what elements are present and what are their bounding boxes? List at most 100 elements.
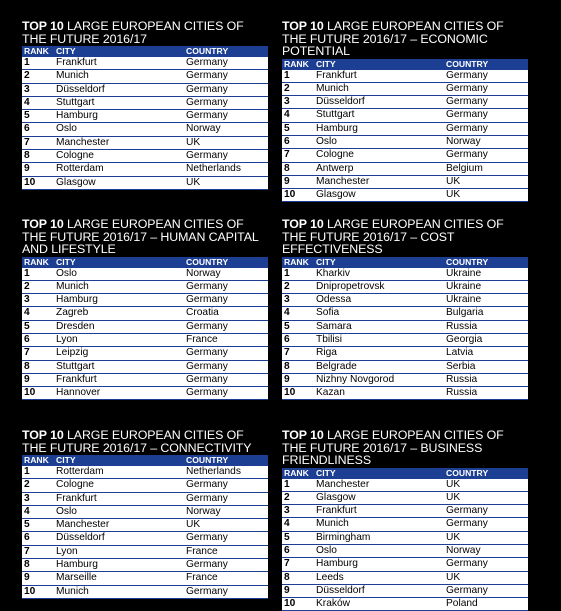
country-cell: Germany (184, 320, 268, 334)
table-row: 3 Frankfurt Germany (282, 504, 528, 519)
city-cell: Munich (54, 280, 184, 295)
panel-title-top10: TOP 10 (282, 428, 324, 442)
rank-cell: 1 (282, 267, 314, 281)
country-cell: Germany (184, 346, 268, 361)
rank-cell: 9 (282, 373, 314, 388)
table-header-row: RANK CITY COUNTRY (282, 58, 528, 70)
country-cell: Germany (184, 109, 268, 124)
city-cell: Hannover (54, 386, 184, 401)
table-row: 6 Tbilisi Georgia (282, 333, 528, 348)
city-cell: Manchester (54, 136, 184, 151)
panel-title: TOP 10 LARGE EUROPEAN CITIES OF THE FUTU… (282, 218, 528, 256)
column-header-rank: RANK (22, 46, 54, 57)
city-cell: Frankfurt (54, 373, 184, 388)
panel-title-top10: TOP 10 (22, 217, 64, 231)
rank-cell: 5 (22, 518, 54, 533)
table-row: 6 Oslo Norway (282, 544, 528, 559)
country-cell: Poland (444, 597, 528, 611)
rank-cell: 3 (282, 95, 314, 110)
country-cell: Georgia (444, 333, 528, 348)
city-cell: Dnipropetrovsk (314, 280, 444, 295)
rank-cell: 9 (282, 175, 314, 190)
table-row: 10 Glasgow UK (22, 176, 268, 190)
country-cell: Germany (184, 96, 268, 111)
table-row: 9 Rotterdam Netherlands (22, 162, 268, 177)
column-header-city: CITY (314, 58, 444, 70)
rank-cell: 6 (282, 135, 314, 150)
rank-cell: 1 (282, 69, 314, 83)
table-row: 3 Düsseldorf Germany (22, 83, 268, 97)
rank-cell: 5 (282, 531, 314, 545)
table-row: 7 Leipzig Germany (22, 346, 268, 361)
country-cell: Belgium (444, 162, 528, 176)
table-row: 10 Kazan Russia (282, 386, 528, 401)
country-cell: Germany (444, 504, 528, 519)
city-cell: Frankfurt (54, 57, 184, 71)
rank-cell: 10 (282, 188, 314, 203)
city-cell: Antwerp (314, 162, 444, 176)
rank-cell: 8 (22, 558, 54, 573)
table-row: 3 Düsseldorf Germany (282, 95, 528, 110)
table-row: 8 Belgrade Serbia (282, 360, 528, 374)
table-row: 2 Glasgow UK (282, 491, 528, 506)
table-header-row: RANK CITY COUNTRY (22, 455, 268, 466)
column-header-city: CITY (54, 455, 184, 466)
country-cell: Germany (444, 95, 528, 110)
country-cell: Germany (184, 478, 268, 493)
table-header-row: RANK CITY COUNTRY (22, 256, 268, 268)
country-cell: Germany (444, 584, 528, 599)
country-cell: France (184, 545, 268, 560)
table-row: 4 Stuttgart Germany (282, 108, 528, 123)
city-cell: Stuttgart (54, 360, 184, 374)
table-row: 7 Riga Latvia (282, 346, 528, 361)
city-cell: Stuttgart (54, 96, 184, 111)
city-cell: Frankfurt (314, 504, 444, 519)
table-row: 6 Düsseldorf Germany (22, 531, 268, 546)
table-row: 4 Stuttgart Germany (22, 96, 268, 111)
table-header-row: RANK CITY COUNTRY (22, 46, 268, 57)
country-cell: Germany (184, 492, 268, 506)
rank-cell: 5 (282, 320, 314, 334)
city-cell: Oslo (54, 267, 184, 281)
rank-cell: 10 (22, 176, 54, 190)
table-row: 8 Cologne Germany (22, 149, 268, 164)
table-row: 1 Frankfurt Germany (22, 57, 268, 71)
country-cell: Norway (184, 122, 268, 137)
rank-cell: 9 (22, 571, 54, 586)
table-row: 9 Manchester UK (282, 175, 528, 190)
rank-cell: 7 (282, 148, 314, 163)
rank-cell: 1 (22, 57, 54, 71)
city-cell: Munich (314, 82, 444, 97)
table-row: 6 Oslo Norway (282, 135, 528, 150)
city-cell: Cologne (314, 148, 444, 163)
table-row: 5 Birmingham UK (282, 531, 528, 545)
city-cell: Zagreb (54, 306, 184, 321)
rank-cell: 7 (22, 136, 54, 151)
rank-cell: 4 (282, 517, 314, 532)
country-cell: Germany (184, 83, 268, 97)
country-cell: Germany (184, 293, 268, 308)
rank-cell: 6 (282, 544, 314, 559)
rank-cell: 1 (22, 466, 54, 480)
table-row: 8 Hamburg Germany (22, 558, 268, 573)
city-cell: Lyon (54, 545, 184, 560)
ranking-table: RANK CITY COUNTRY 1 Oslo Norway 2 Munich Germ… (22, 256, 268, 401)
ranking-table: RANK CITY COUNTRY 1 Kharkiv Ukraine 2 Dnipro… (282, 256, 528, 401)
city-cell: Glasgow (314, 491, 444, 506)
city-cell: Glasgow (54, 176, 184, 190)
country-cell: Ukraine (444, 267, 528, 281)
city-cell: Leipzig (54, 346, 184, 361)
table-row: 3 Frankfurt Germany (22, 492, 268, 506)
city-cell: Munich (314, 517, 444, 532)
panel-overall: TOP 10 LARGE EUROPEAN CITIES OF THE FUTU… (22, 20, 268, 190)
table-row: 2 Cologne Germany (22, 478, 268, 493)
panel-title-text: LARGE EUROPEAN CITIES OF THE FUTURE 2016… (22, 217, 259, 256)
country-cell: Russia (444, 320, 528, 334)
rank-cell: 4 (22, 306, 54, 321)
rank-cell: 1 (282, 478, 314, 492)
panel-title-text: LARGE EUROPEAN CITIES OF THE FUTURE 2016… (22, 428, 252, 455)
country-cell: Germany (444, 82, 528, 97)
table-row: 10 Glasgow UK (282, 188, 528, 203)
city-cell: Glasgow (314, 188, 444, 203)
panel-title: TOP 10 LARGE EUROPEAN CITIES OF THE FUTU… (22, 20, 268, 45)
